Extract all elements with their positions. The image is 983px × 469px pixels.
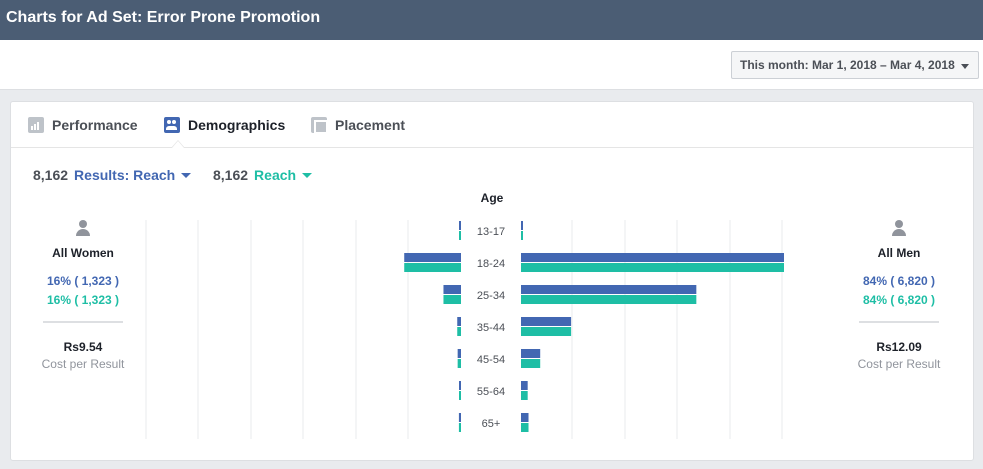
bar-men-results[interactable]: [521, 285, 697, 294]
bar-women-results[interactable]: [457, 317, 461, 326]
women-cost: Rs9.54: [63, 340, 103, 354]
toolbar: This month: Mar 1, 2018 – Mar 4, 2018: [0, 40, 983, 90]
tab-placement-label: Placement: [335, 117, 406, 133]
women-summary: All Women 16% ( 1,323 ) 16% ( 1,323 ) Rs…: [28, 220, 138, 371]
men-reach-share: 84% ( 6,820 ): [862, 293, 936, 307]
bar-men-results[interactable]: [521, 221, 523, 230]
chart-card: Performance Demographics Placement 8,162…: [10, 101, 974, 461]
caret-down-icon: [181, 172, 192, 178]
men-results-share: 84% ( 6,820 ): [862, 274, 936, 288]
secondary-metric-selector[interactable]: 8,162 Reach: [213, 167, 313, 183]
age-tick-label: 18-24: [477, 258, 505, 270]
secondary-metric-value: 8,162: [213, 167, 249, 183]
bar-men-results[interactable]: [521, 317, 572, 326]
chart-title: Age: [480, 191, 504, 205]
bar-women-reach[interactable]: [459, 391, 461, 400]
date-range-dropdown[interactable]: This month: Mar 1, 2018 – Mar 4, 2018: [731, 51, 979, 79]
primary-metric-label: Results: Reach: [74, 167, 176, 183]
caret-down-icon: [961, 64, 969, 69]
age-tick-label: 45-54: [477, 354, 505, 366]
women-reach-share: 16% ( 1,323 ): [46, 293, 120, 307]
secondary-metric-label: Reach: [254, 167, 297, 183]
men-summary: All Men 84% ( 6,820 ) 84% ( 6,820 ) Rs12…: [844, 220, 954, 371]
bar-women-reach[interactable]: [457, 327, 461, 336]
bar-men-results[interactable]: [521, 253, 784, 262]
placement-icon: [311, 117, 328, 134]
divider: [859, 321, 939, 323]
bar-men-results[interactable]: [521, 413, 529, 422]
tab-demographics[interactable]: Demographics: [164, 117, 285, 133]
bar-women-reach[interactable]: [457, 359, 461, 368]
primary-metric-value: 8,162: [33, 167, 69, 183]
women-results-share: 16% ( 1,323 ): [46, 274, 120, 288]
primary-metric-selector[interactable]: 8,162 Results: Reach: [33, 167, 192, 183]
bar-men-reach[interactable]: [521, 295, 697, 304]
bar-women-reach[interactable]: [458, 423, 461, 432]
bar-men-reach[interactable]: [521, 327, 572, 336]
women-label: All Women: [52, 246, 114, 260]
age-tick-label: 25-34: [477, 290, 505, 302]
tab-bar: Performance Demographics Placement: [11, 102, 973, 148]
bar-men-results[interactable]: [521, 349, 541, 358]
bar-women-results[interactable]: [443, 285, 461, 294]
bar-men-results[interactable]: [521, 381, 528, 390]
women-cost-label: Cost per Result: [41, 357, 125, 371]
bar-men-reach[interactable]: [521, 231, 523, 240]
tab-demographics-label: Demographics: [188, 117, 286, 133]
age-tick-label: 35-44: [477, 322, 505, 334]
bar-chart-icon: [28, 117, 44, 133]
bar-women-results[interactable]: [458, 413, 461, 422]
divider: [43, 321, 123, 323]
bar-women-results[interactable]: [404, 253, 461, 262]
bar-women-reach[interactable]: [459, 231, 461, 240]
page-title: Charts for Ad Set: Error Prone Promotion: [6, 9, 321, 26]
man-icon: [891, 220, 907, 238]
bar-men-reach[interactable]: [521, 391, 528, 400]
men-cost: Rs12.09: [876, 340, 922, 354]
bar-men-reach[interactable]: [521, 263, 784, 272]
bar-men-reach[interactable]: [521, 359, 541, 368]
bar-men-reach[interactable]: [521, 423, 529, 432]
age-tick-label: 13-17: [477, 226, 505, 238]
active-tab-pointer: [171, 140, 185, 148]
caret-down-icon: [302, 172, 313, 178]
men-label: All Men: [877, 246, 921, 260]
tab-performance[interactable]: Performance: [28, 117, 138, 133]
tab-placement[interactable]: Placement: [311, 117, 406, 134]
bar-women-results[interactable]: [459, 221, 461, 230]
bar-women-results[interactable]: [459, 381, 461, 390]
age-gender-chart: 13-17 18-24 25-34 35-44 45-54 55-64 65+: [145, 220, 784, 439]
bar-women-reach[interactable]: [443, 295, 461, 304]
age-tick-label: 55-64: [477, 386, 505, 398]
title-bar: Charts for Ad Set: Error Prone Promotion: [0, 0, 983, 40]
tab-performance-label: Performance: [52, 117, 138, 133]
people-icon: [164, 117, 180, 133]
men-cost-label: Cost per Result: [857, 357, 941, 371]
age-tick-label: 65+: [482, 418, 501, 430]
bar-women-results[interactable]: [457, 349, 461, 358]
date-range-label: This month: Mar 1, 2018 – Mar 4, 2018: [740, 58, 955, 72]
woman-icon: [75, 220, 91, 238]
bar-women-reach[interactable]: [404, 263, 461, 272]
